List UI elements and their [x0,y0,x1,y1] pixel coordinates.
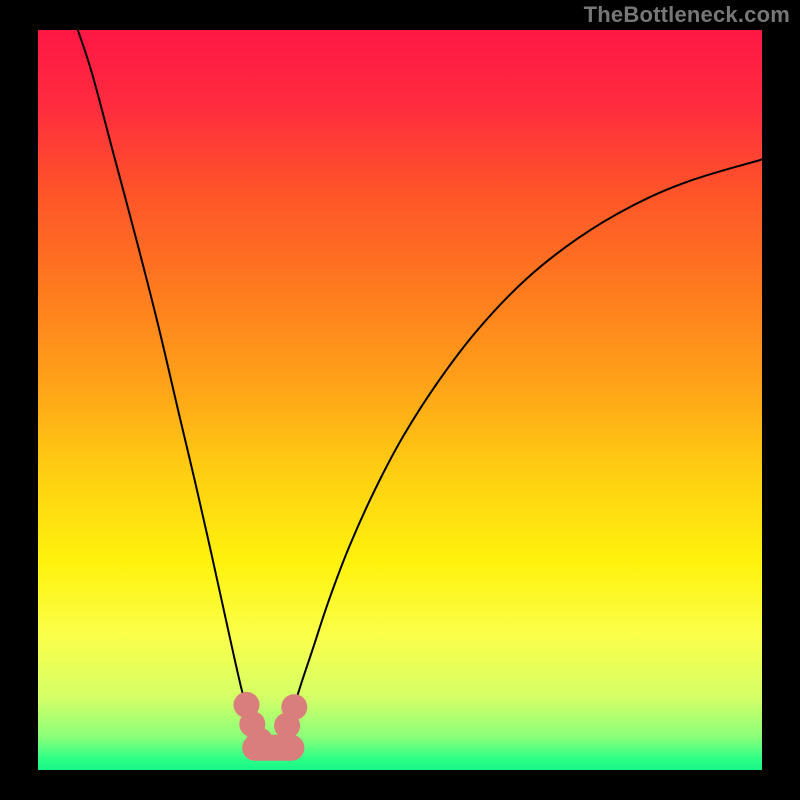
watermark-text: TheBottleneck.com [584,2,790,28]
valley-marker-right-1 [281,694,307,720]
valley-marker-left-2 [247,727,273,753]
bottleneck-chart-svg [0,0,800,800]
chart-stage: TheBottleneck.com [0,0,800,800]
gradient-background [38,30,762,770]
